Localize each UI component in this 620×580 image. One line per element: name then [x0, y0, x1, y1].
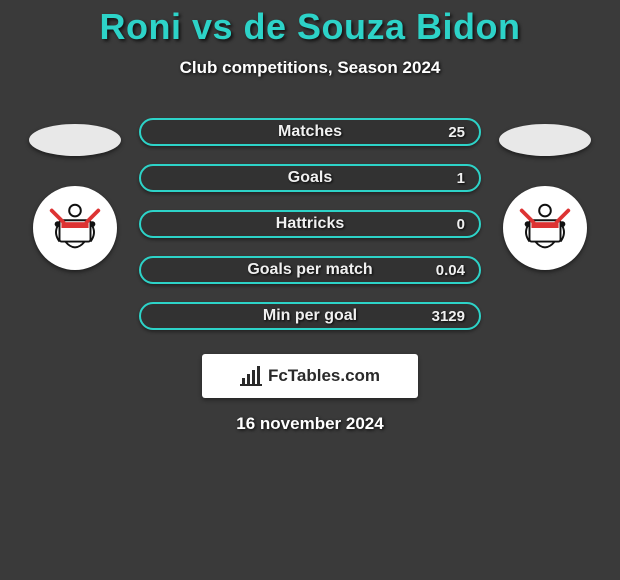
- stat-row: Goals 1: [139, 164, 481, 192]
- stat-label: Hattricks: [276, 215, 344, 233]
- corinthians-crest-icon: [44, 197, 106, 259]
- club-badge-right: [503, 186, 587, 270]
- stat-value-right: 0.04: [436, 262, 465, 279]
- stat-value-right: 1: [457, 170, 465, 187]
- date-text: 16 november 2024: [0, 414, 620, 434]
- brand-text: FcTables.com: [268, 366, 380, 386]
- bar-chart-icon: [240, 366, 262, 386]
- player-avatar-left: [29, 124, 121, 156]
- stat-value-right: 25: [448, 124, 465, 141]
- stat-row: Matches 25: [139, 118, 481, 146]
- left-side: [29, 118, 121, 270]
- right-side: [499, 118, 591, 270]
- stat-label: Goals: [288, 169, 332, 187]
- stat-row: Hattricks 0: [139, 210, 481, 238]
- subtitle: Club competitions, Season 2024: [0, 58, 620, 78]
- content-row: Matches 25 Goals 1 Hattricks 0 Goals per…: [0, 118, 620, 330]
- comparison-card: Roni vs de Souza Bidon Club competitions…: [0, 0, 620, 434]
- player-avatar-right: [499, 124, 591, 156]
- stat-value-right: 3129: [432, 308, 465, 325]
- stat-value-right: 0: [457, 216, 465, 233]
- stat-row: Goals per match 0.04: [139, 256, 481, 284]
- stat-row: Min per goal 3129: [139, 302, 481, 330]
- stat-label: Min per goal: [263, 307, 357, 325]
- page-title: Roni vs de Souza Bidon: [0, 6, 620, 48]
- club-badge-left: [33, 186, 117, 270]
- corinthians-crest-icon: [514, 197, 576, 259]
- brand-badge[interactable]: FcTables.com: [202, 354, 418, 398]
- stats-column: Matches 25 Goals 1 Hattricks 0 Goals per…: [139, 118, 481, 330]
- stat-label: Matches: [278, 123, 342, 141]
- stat-label: Goals per match: [247, 261, 372, 279]
